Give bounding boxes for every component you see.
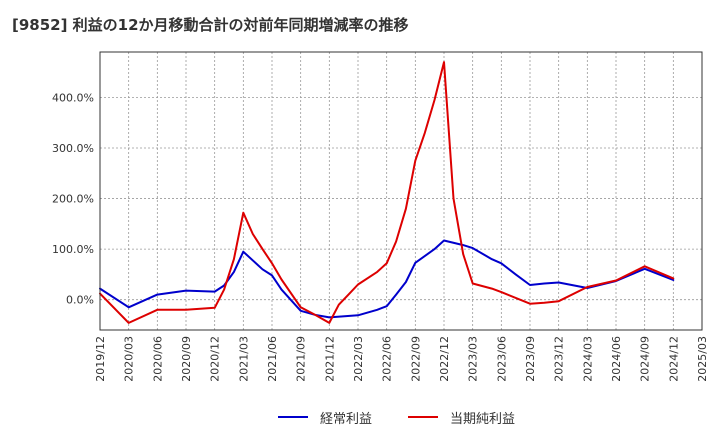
y-tick-label: 0.0% xyxy=(66,294,94,307)
x-tick-label: 2021/06 xyxy=(266,336,279,382)
legend-label-touki: 当期純利益 xyxy=(450,411,516,427)
x-tick-label: 2020/09 xyxy=(180,336,193,382)
x-tick-label: 2022/03 xyxy=(352,336,365,382)
x-tick-label: 2024/09 xyxy=(639,336,652,382)
x-tick-label: 2022/12 xyxy=(438,336,451,382)
series-lines xyxy=(99,61,675,324)
x-tick-label: 2022/06 xyxy=(381,336,394,382)
series-line-1 xyxy=(99,61,675,324)
chart-title: [9852] 利益の12か月移動合計の対前年同期増減率の推移 xyxy=(12,16,409,34)
y-tick-label: 300.0% xyxy=(52,142,94,155)
y-tick-label: 200.0% xyxy=(52,193,94,206)
grid-lines xyxy=(99,52,703,330)
legend-swatch-touki xyxy=(408,416,438,418)
x-tick-label: 2023/03 xyxy=(467,336,480,382)
x-tick-label: 2021/03 xyxy=(237,336,250,382)
legend-item-keijo: 経常利益 xyxy=(278,406,372,428)
x-tick-label: 2020/12 xyxy=(209,336,222,382)
x-tick-label: 2023/09 xyxy=(524,336,537,382)
x-tick-label: 2024/06 xyxy=(610,336,623,382)
series-line-0 xyxy=(99,239,675,319)
legend-label-keijo: 経常利益 xyxy=(320,411,373,427)
legend-item-touki: 当期純利益 xyxy=(408,406,515,428)
x-tick-label: 2020/03 xyxy=(123,336,136,382)
x-tick-label: 2021/12 xyxy=(323,336,336,382)
x-tick-label: 2024/03 xyxy=(581,336,594,382)
x-axis-ticks: 2019/12 2020/03 2020/06 2020/09 2020/12 2021/… xyxy=(94,336,709,382)
y-tick-label: 100.0% xyxy=(52,243,94,256)
x-tick-label: 2021/09 xyxy=(295,336,308,382)
legend: 経常利益 当期純利益 xyxy=(0,406,720,428)
x-tick-label: 2020/06 xyxy=(151,336,164,382)
x-tick-label: 2019/12 xyxy=(94,336,107,382)
x-tick-label: 2023/12 xyxy=(553,336,566,382)
x-tick-label: 2024/12 xyxy=(667,336,680,382)
y-axis-ticks: 0.0% 100.0% 200.0% 300.0% 400.0% xyxy=(52,91,94,306)
y-tick-label: 400.0% xyxy=(52,91,94,104)
x-tick-label: 2022/09 xyxy=(409,336,422,382)
legend-swatch-keijo xyxy=(278,416,308,418)
plot-frame xyxy=(99,51,703,331)
x-tick-label: 2025/03 xyxy=(696,336,709,382)
x-tick-label: 2023/06 xyxy=(495,336,508,382)
